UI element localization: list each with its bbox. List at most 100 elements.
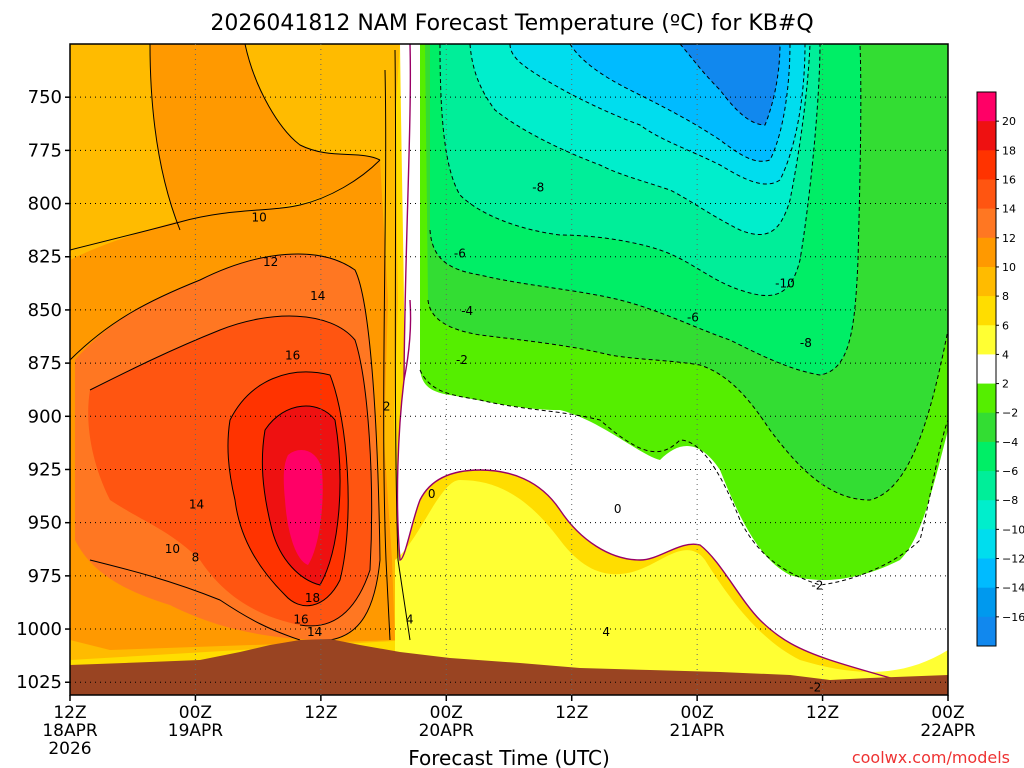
grid-lines	[70, 44, 948, 695]
contour-label: 8	[192, 551, 200, 565]
y-tick-label: 975	[28, 566, 62, 587]
colorbar-label: 4	[1002, 348, 1009, 361]
colorbar-swatch	[977, 179, 996, 210]
contour-label: -10	[775, 276, 795, 290]
colorbar-swatch	[977, 325, 996, 355]
band-20	[283, 450, 323, 565]
x-tick-label-year: 2026	[48, 739, 91, 759]
y-axis: 750 775 800 825 850 875 900 925 950 975 1000 1025	[16, 87, 70, 693]
contour-label: 10	[165, 542, 180, 556]
contour-label: 0	[614, 502, 622, 516]
colorbar-label: −12	[1002, 553, 1024, 566]
colorbar-label: 18	[1002, 144, 1016, 157]
colorbar-swatch	[977, 471, 996, 501]
y-tick-label: 750	[28, 87, 62, 108]
y-tick-label: 1025	[16, 672, 62, 693]
contour-label: 0	[428, 487, 436, 501]
y-tick-label: 800	[28, 194, 62, 215]
colorbar-label: 20	[1002, 115, 1016, 128]
contour-label: -8	[800, 336, 812, 350]
y-tick-label: 900	[28, 406, 62, 427]
contour-label: 2	[383, 400, 391, 414]
y-tick-label: 1000	[16, 619, 62, 640]
colorbar-swatch	[977, 587, 996, 618]
colorbar-swatch	[977, 558, 996, 589]
colorbar-swatch	[977, 441, 996, 472]
colorbar-label: 12	[1002, 232, 1016, 245]
x-axis-label: Forecast Time (UTC)	[408, 746, 610, 768]
contour-label: 12	[263, 255, 278, 269]
colorbar-label: −10	[1002, 523, 1024, 536]
x-tick-label-date: 22APR	[920, 721, 976, 741]
colorbar-swatch	[977, 412, 996, 443]
temperature-field	[70, 44, 948, 695]
colorbar-swatch	[977, 208, 996, 239]
y-tick-label: 875	[28, 353, 62, 374]
colorbar-swatch	[977, 616, 996, 647]
colorbar-label: 6	[1002, 319, 1009, 332]
colorbar-label: 2	[1002, 378, 1009, 391]
band-minus16	[680, 44, 780, 125]
colorbar-swatch	[977, 92, 996, 122]
x-tick-label-time: 12Z	[806, 703, 839, 723]
colorbar-swatch	[977, 266, 996, 297]
contour-label: -6	[454, 246, 466, 260]
colorbar-swatch	[977, 121, 996, 151]
x-tick-label-time: 12Z	[304, 703, 337, 723]
x-tick-label-date: 19APR	[168, 721, 224, 741]
x-tick-label-date: 21APR	[669, 721, 725, 741]
contour-labels: 1012141614108181614240-8-6-4-240-6-10-8-…	[165, 181, 824, 695]
colorbar-label: −2	[1002, 407, 1018, 420]
colorbar-label: −16	[1002, 611, 1024, 624]
colorbar-label: 8	[1002, 290, 1009, 303]
contour-label: -2	[456, 353, 468, 367]
colorbar-label: −8	[1002, 494, 1018, 507]
band-yellow-lower	[395, 480, 948, 695]
colorbar-swatch	[977, 383, 996, 414]
y-tick-label: 825	[28, 247, 62, 268]
x-tick-label-time: 00Z	[179, 703, 212, 723]
x-tick-label-date: 18APR	[42, 721, 98, 741]
contour-label: 16	[293, 612, 308, 626]
contour-label: -4	[461, 304, 473, 318]
x-tick-label-time: 12Z	[555, 703, 588, 723]
x-tick-label-time: 00Z	[430, 703, 463, 723]
colorbar-label: 16	[1002, 173, 1016, 186]
chart-title: 2026041812 NAM Forecast Temperature (ºC)…	[210, 11, 813, 36]
y-tick-label: 775	[28, 140, 62, 161]
terrain	[70, 639, 948, 695]
colorbar-frame	[976, 91, 997, 647]
colorbar-swatch	[977, 296, 996, 326]
contour-label: -2	[809, 680, 821, 694]
contour-label: 16	[285, 349, 300, 363]
colorbar-swatch	[977, 150, 996, 180]
colorbar-label: −14	[1002, 582, 1024, 595]
contour-label: 14	[310, 289, 325, 303]
x-tick-label-time: 00Z	[931, 703, 964, 723]
zero-contour	[396, 44, 931, 691]
contour-label: -6	[687, 310, 699, 324]
contour-label: 18	[305, 591, 320, 605]
colorbar-label: 14	[1002, 203, 1016, 216]
contour-lines-dashed	[419, 44, 948, 586]
colorbar-label: 10	[1002, 261, 1016, 274]
contour-label: 4	[406, 612, 414, 626]
credit-text: coolwx.com/models	[852, 748, 1010, 767]
colorbar-swatch	[977, 529, 996, 560]
x-tick-label-date: 20APR	[419, 721, 475, 741]
colorbar-swatch	[977, 354, 996, 385]
colorbar-swatch	[977, 500, 996, 530]
contour-label: 10	[252, 210, 267, 224]
contour-label: -2	[811, 578, 823, 592]
x-tick-label-time: 12Z	[53, 703, 86, 723]
contour-lines	[70, 44, 411, 641]
colorbar: 20 18 16 14 12 10 8 6 4 2 −2 −4 −6 −8 −10 −12 −14 −16	[976, 91, 1024, 647]
colorbar-label: −4	[1002, 436, 1018, 449]
contour-label: 14	[189, 498, 204, 512]
contour-label: -8	[532, 181, 544, 195]
y-tick-label: 850	[28, 300, 62, 321]
colorbar-swatch	[977, 237, 996, 268]
contour-label: 4	[602, 625, 610, 639]
colorbar-label: −6	[1002, 465, 1018, 478]
